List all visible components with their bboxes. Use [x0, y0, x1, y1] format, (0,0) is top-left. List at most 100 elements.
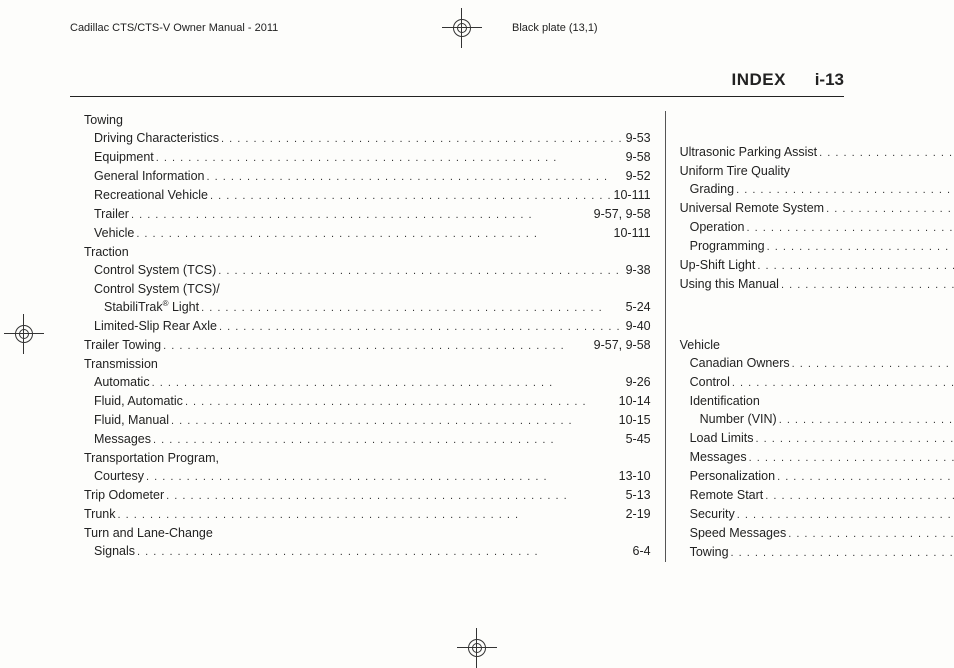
entry-page: 9-58	[626, 148, 651, 167]
entry-term: Vehicle	[94, 224, 134, 243]
index-entry: Limited-Slip Rear Axle9-40	[84, 317, 651, 336]
registration-mark-icon	[463, 634, 491, 662]
leader-dots	[166, 486, 623, 505]
leader-dots	[171, 411, 617, 430]
leader-dots	[747, 218, 954, 237]
entry-page: 5-45	[626, 430, 651, 449]
leader-dots	[792, 354, 954, 373]
index-entry: Automatic9-26	[84, 373, 651, 392]
leader-dots	[219, 317, 624, 336]
entry-page: 2-19	[626, 505, 651, 524]
index-heading: Transmission	[84, 355, 651, 373]
page-number: i-13	[815, 70, 844, 89]
leader-dots	[819, 143, 954, 162]
entry-term: Operation	[690, 218, 745, 237]
entry-term: Automatic	[94, 373, 150, 392]
entry-page: 10-111	[614, 224, 651, 243]
index-entry: Courtesy 13-10	[84, 467, 651, 486]
index-entry: Fluid, Automatic10-14	[84, 392, 651, 411]
entry-term: Fluid, Manual	[94, 411, 169, 430]
entry-term: Universal Remote System	[680, 199, 825, 218]
entry-term: Signals	[94, 542, 135, 561]
index-entry: Remote Start2-12	[680, 486, 954, 505]
index-heading: Towing	[84, 111, 651, 129]
index-entry: Trip Odometer5-13	[84, 486, 651, 505]
index-entry: Up-Shift Light5-23	[680, 256, 954, 275]
page-header: INDEX i-13	[70, 70, 884, 90]
entry-term: Number (VIN)	[700, 410, 777, 429]
leader-dots	[131, 205, 592, 224]
leader-dots	[201, 298, 623, 317]
entry-page: 10-15	[619, 411, 651, 430]
entry-term: Remote Start	[690, 486, 764, 505]
entry-term: Up-Shift Light	[680, 256, 756, 275]
entry-page: 10-111	[614, 186, 651, 205]
entry-term: Equipment	[94, 148, 154, 167]
leader-dots	[777, 467, 954, 486]
leader-dots	[767, 237, 954, 256]
leader-dots	[156, 148, 624, 167]
index-heading: Vehicle	[680, 336, 954, 354]
entry-term: Limited-Slip Rear Axle	[94, 317, 217, 336]
entry-term: Load Limits	[690, 429, 754, 448]
entry-term: Trip Odometer	[84, 486, 164, 505]
entry-page: 10-14	[619, 392, 651, 411]
entry-term: Control	[690, 373, 730, 392]
index-heading: Transportation Program,	[84, 449, 651, 467]
index-columns: TowingDriving Characteristics9-53Equipme…	[70, 111, 884, 562]
index-entry: Trailer9-57, 9-58	[84, 205, 651, 224]
entry-page: 13-10	[619, 467, 651, 486]
leader-dots	[736, 180, 954, 199]
entry-term: Towing	[690, 543, 729, 562]
index-entry: Driving Characteristics 9-53	[84, 129, 651, 148]
entry-term: Recreational Vehicle	[94, 186, 208, 205]
index-entry: Recreational Vehicle 10-111	[84, 186, 651, 205]
index-col-1: TowingDriving Characteristics9-53Equipme…	[70, 111, 665, 562]
entry-term: StabiliTrak® Light	[104, 298, 199, 317]
entry-page: 9-53	[626, 129, 651, 148]
entry-page: 9-52	[626, 167, 651, 186]
leader-dots	[185, 392, 617, 411]
index-heading: Uniform Tire Quality	[680, 162, 954, 180]
leader-dots	[221, 129, 624, 148]
section-letter: U	[680, 115, 954, 141]
leader-dots	[788, 524, 954, 543]
index-entry: Universal Remote System5-54	[680, 199, 954, 218]
header-rule	[70, 96, 844, 97]
index-entry: Trailer Towing9-57, 9-58	[84, 336, 651, 355]
registration-mark-icon	[448, 14, 476, 42]
leader-dots	[781, 275, 954, 294]
index-entry: Signals 6-4	[84, 542, 651, 561]
index-entry: Canadian Ownersiv	[680, 354, 954, 373]
index-entry: Load Limits9-11	[680, 429, 954, 448]
index-entry: Fluid, Manual 10-15	[84, 411, 651, 430]
print-header: Cadillac CTS/CTS-V Owner Manual - 2011 B…	[70, 0, 884, 40]
entry-term: Using this Manual	[680, 275, 779, 294]
entry-term: Ultrasonic Parking Assist	[680, 143, 818, 162]
index-heading: Identification	[680, 392, 954, 410]
index-entry: Messages5-45	[84, 430, 651, 449]
index-entry: Using this Manualiv	[680, 275, 954, 294]
entry-term: Security	[690, 505, 735, 524]
leader-dots	[206, 167, 623, 186]
index-entry: Ultrasonic Parking Assist9-43	[680, 143, 954, 162]
entry-term: Trunk	[84, 505, 116, 524]
entry-term: Driving Characteristics	[94, 129, 219, 148]
index-entry: Messages5-31	[680, 448, 954, 467]
leader-dots	[136, 224, 611, 243]
leader-dots	[732, 373, 954, 392]
index-entry: Personalization5-46	[680, 467, 954, 486]
leader-dots	[153, 430, 624, 449]
leader-dots	[779, 410, 954, 429]
entry-term: Courtesy	[94, 467, 144, 486]
index-heading: Traction	[84, 243, 651, 261]
entry-page: 9-38	[626, 261, 651, 280]
leader-dots	[765, 486, 954, 505]
entry-term: Trailer	[94, 205, 129, 224]
index-heading: Turn and Lane-Change	[84, 524, 651, 542]
index-entry: Operation5-57	[680, 218, 954, 237]
leader-dots	[210, 186, 612, 205]
index-entry: Equipment 9-58	[84, 148, 651, 167]
index-entry: Grading10-83	[680, 180, 954, 199]
entry-page: 6-4	[633, 542, 651, 561]
